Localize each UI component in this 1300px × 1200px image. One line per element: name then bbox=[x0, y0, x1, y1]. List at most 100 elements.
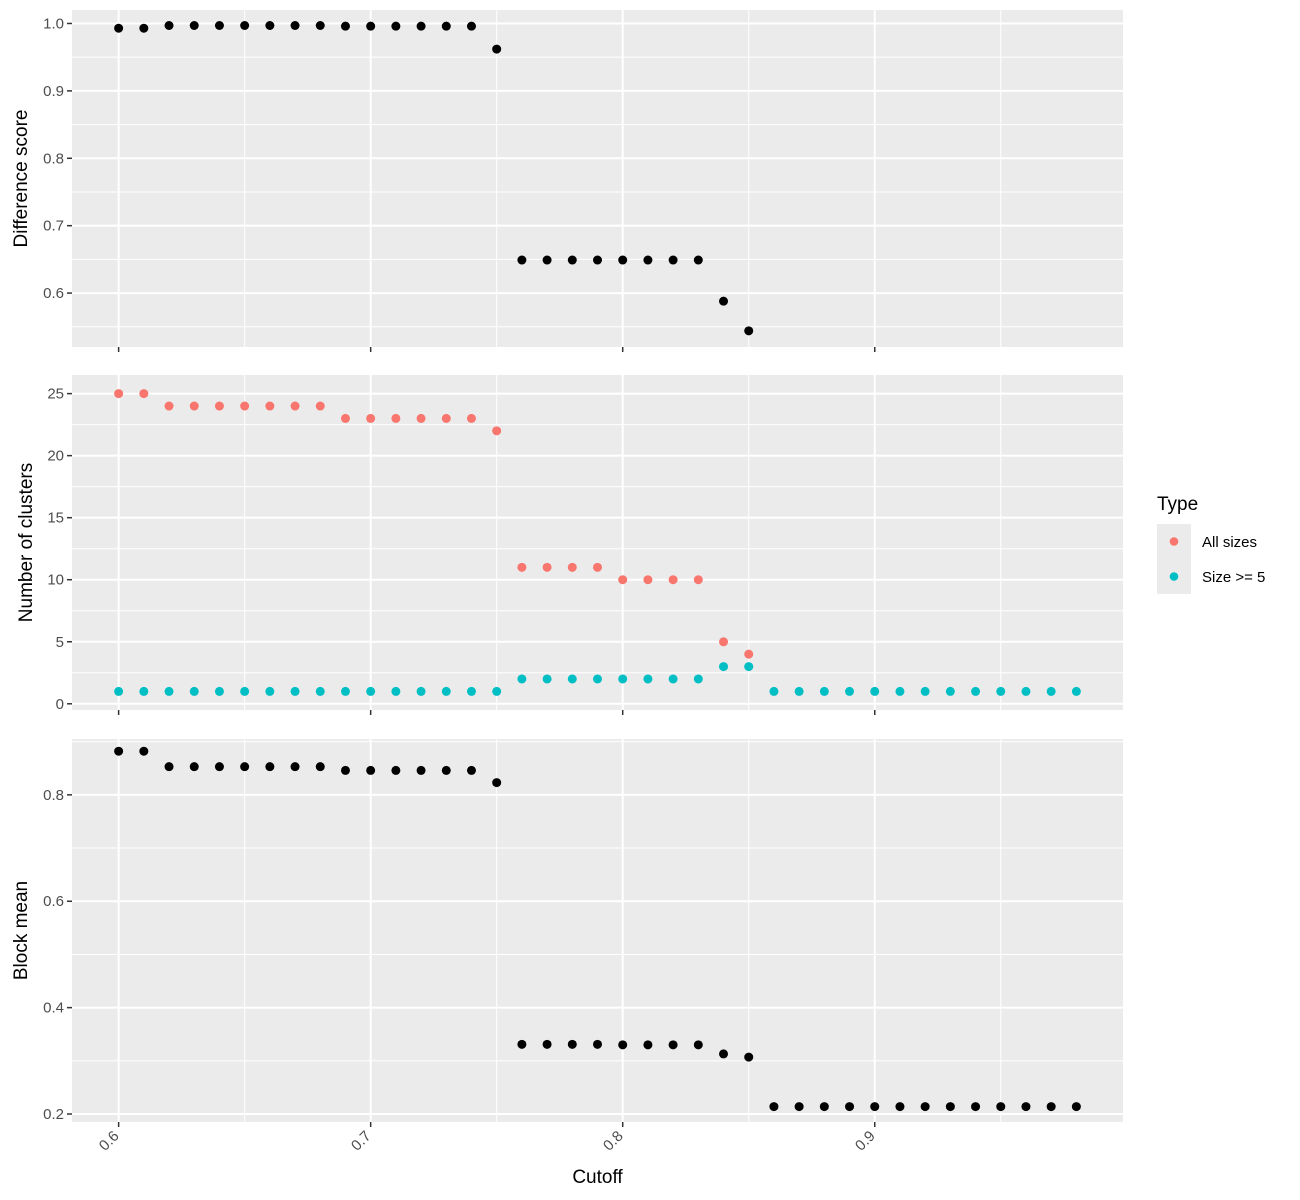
data-point bbox=[189, 762, 199, 772]
y-tick-label: 0.7 bbox=[43, 218, 64, 235]
panel-block-mean: 0.2 0.4 0.6 0.8 0.6 0.7 0.8 0.9 Block mean bbox=[11, 739, 1123, 1154]
data-point bbox=[769, 1102, 779, 1112]
data-point bbox=[189, 401, 199, 411]
data-point bbox=[139, 746, 149, 756]
data-point bbox=[996, 1102, 1006, 1112]
data-point bbox=[567, 562, 577, 572]
data-point bbox=[794, 686, 804, 696]
data-point bbox=[643, 255, 653, 265]
x-tick-label: 0.7 bbox=[348, 1128, 375, 1155]
data-point bbox=[366, 686, 376, 696]
data-point bbox=[769, 686, 779, 696]
data-point bbox=[139, 389, 149, 399]
data-point bbox=[1021, 1102, 1031, 1112]
data-point bbox=[567, 255, 577, 265]
data-point bbox=[719, 637, 729, 647]
data-point bbox=[492, 44, 502, 54]
data-point bbox=[693, 255, 703, 265]
data-point bbox=[214, 762, 224, 772]
data-point bbox=[466, 765, 476, 775]
legend: Type All sizes Size >= 5 bbox=[1157, 494, 1265, 594]
data-point bbox=[794, 1102, 804, 1112]
data-point bbox=[668, 255, 678, 265]
data-point bbox=[416, 765, 426, 775]
data-point bbox=[366, 765, 376, 775]
data-point bbox=[744, 326, 754, 336]
panel-background bbox=[72, 375, 1123, 710]
data-point bbox=[971, 686, 981, 696]
panel-number-of-clusters: 0 5 10 15 20 25 Number of clusters bbox=[16, 375, 1123, 715]
data-point bbox=[466, 686, 476, 696]
data-point bbox=[996, 686, 1006, 696]
data-point bbox=[719, 1049, 729, 1059]
data-point bbox=[618, 1040, 628, 1050]
data-point bbox=[340, 765, 350, 775]
data-point bbox=[693, 1040, 703, 1050]
y-tick-label: 0.8 bbox=[43, 150, 64, 167]
data-point bbox=[517, 562, 527, 572]
legend-entry-all-sizes: All sizes bbox=[1157, 524, 1257, 559]
panel-difference-score: 0.6 0.7 0.8 0.9 1.0 Difference score bbox=[11, 10, 1123, 352]
y-tick-label: 0.6 bbox=[43, 893, 64, 910]
data-point bbox=[744, 1052, 754, 1062]
y-axis: 0.6 0.7 0.8 0.9 1.0 bbox=[43, 15, 72, 302]
data-point bbox=[895, 686, 905, 696]
data-point bbox=[744, 649, 754, 659]
data-point bbox=[593, 1039, 602, 1049]
data-point bbox=[391, 765, 401, 775]
data-point bbox=[971, 1102, 981, 1112]
y-tick-label: 0 bbox=[56, 696, 64, 713]
y-axis-title: Block mean bbox=[11, 881, 32, 980]
data-point bbox=[265, 686, 275, 696]
data-point bbox=[618, 674, 628, 684]
legend-swatch bbox=[1169, 572, 1179, 581]
data-point bbox=[542, 255, 552, 265]
data-point bbox=[114, 23, 124, 33]
data-point bbox=[517, 674, 527, 684]
data-point bbox=[290, 21, 300, 31]
y-axis-title: Number of clusters bbox=[16, 463, 37, 622]
data-point bbox=[744, 662, 754, 672]
data-point bbox=[1071, 686, 1081, 696]
x-tick-label: 0.9 bbox=[852, 1128, 879, 1155]
data-point bbox=[945, 1102, 955, 1112]
data-point bbox=[240, 686, 250, 696]
legend-label: Size >= 5 bbox=[1202, 569, 1265, 586]
data-point bbox=[441, 21, 451, 31]
gridlines bbox=[72, 739, 1123, 1122]
y-tick-label: 0.8 bbox=[43, 787, 64, 804]
data-point bbox=[189, 21, 199, 31]
x-axis-tick-labels: 0.6 0.7 0.8 0.9 bbox=[96, 1128, 879, 1155]
data-point bbox=[290, 401, 300, 411]
data-point bbox=[214, 401, 224, 411]
data-point bbox=[845, 686, 855, 696]
data-point bbox=[391, 21, 401, 31]
data-point bbox=[214, 21, 224, 31]
data-point bbox=[366, 21, 376, 31]
data-point bbox=[315, 686, 325, 696]
gridlines bbox=[72, 10, 1123, 347]
data-point bbox=[416, 21, 426, 31]
data-point bbox=[265, 401, 275, 411]
data-point bbox=[1021, 686, 1031, 696]
data-point bbox=[139, 686, 149, 696]
data-point bbox=[466, 21, 476, 31]
data-point bbox=[164, 762, 174, 772]
data-point bbox=[492, 778, 502, 788]
data-point bbox=[593, 255, 602, 265]
gridlines bbox=[72, 375, 1123, 710]
data-point bbox=[214, 686, 224, 696]
legend-swatch bbox=[1169, 537, 1179, 546]
y-tick-label: 0.9 bbox=[43, 83, 64, 100]
data-point bbox=[290, 686, 300, 696]
data-point bbox=[567, 674, 577, 684]
data-point bbox=[366, 413, 376, 423]
data-point bbox=[315, 762, 325, 772]
data-point bbox=[920, 686, 930, 696]
data-point bbox=[618, 255, 628, 265]
y-tick-label: 15 bbox=[47, 510, 64, 527]
panel-background bbox=[72, 10, 1123, 347]
data-point bbox=[1046, 1102, 1056, 1112]
data-point bbox=[719, 662, 729, 672]
